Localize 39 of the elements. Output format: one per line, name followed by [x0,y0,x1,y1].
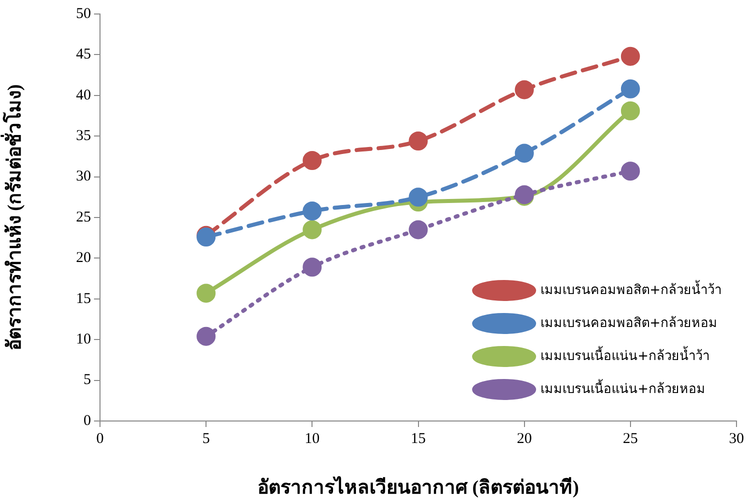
y-axis-title: อัตราการทำแห้ง (กรัมต่อชั่วโมง) [0,84,26,351]
x-tick-label: 5 [202,430,210,447]
x-tick-label: 30 [729,430,744,447]
point [302,201,322,220]
point [302,151,322,170]
point [408,131,428,150]
point [514,144,534,163]
point [620,162,640,181]
point [302,220,322,240]
y-tick-label: 10 [76,332,91,348]
legend-label: เมมเบรนเนื้อแน่น+กล้วยน้ำว้า [540,346,710,364]
y-tick-label: 5 [84,372,91,388]
point [408,220,428,240]
x-tick-label: 10 [304,430,320,447]
y-tick-label: 35 [76,128,91,144]
y-tick-label: 0 [84,412,91,429]
y-tick-label: 40 [76,87,91,104]
point [196,284,216,303]
y-tick-label: 15 [76,290,91,307]
point [408,188,428,207]
y-tick-label: 20 [76,250,91,266]
point [196,326,216,346]
point [620,79,640,98]
x-axis-title: อัตราการไหลเวียนอากาศ (ลิตรต่อนาที) [258,476,579,499]
y-tick-label: 30 [76,168,91,185]
point [620,46,640,66]
legend-label: เมมเบรนคอมพอสิต+กล้วยน้ำว้า [540,280,722,298]
legend-label: เมมเบรนเนื้อแน่น+กล้วยหอม [540,378,706,397]
point [514,80,534,100]
y-tick-label: 25 [76,209,91,226]
y-tick-label: 50 [76,6,91,22]
x-tick-label: 25 [622,430,638,447]
x-tick-label: 15 [410,430,426,447]
legend-label: เมมเบรนคอมพอสิต+กล้วยหอม [540,316,718,331]
x-tick-label: 20 [516,430,532,447]
point [302,258,322,277]
y-tick-label: 45 [76,46,91,63]
x-tick-label: 0 [96,430,104,447]
point [620,101,640,120]
